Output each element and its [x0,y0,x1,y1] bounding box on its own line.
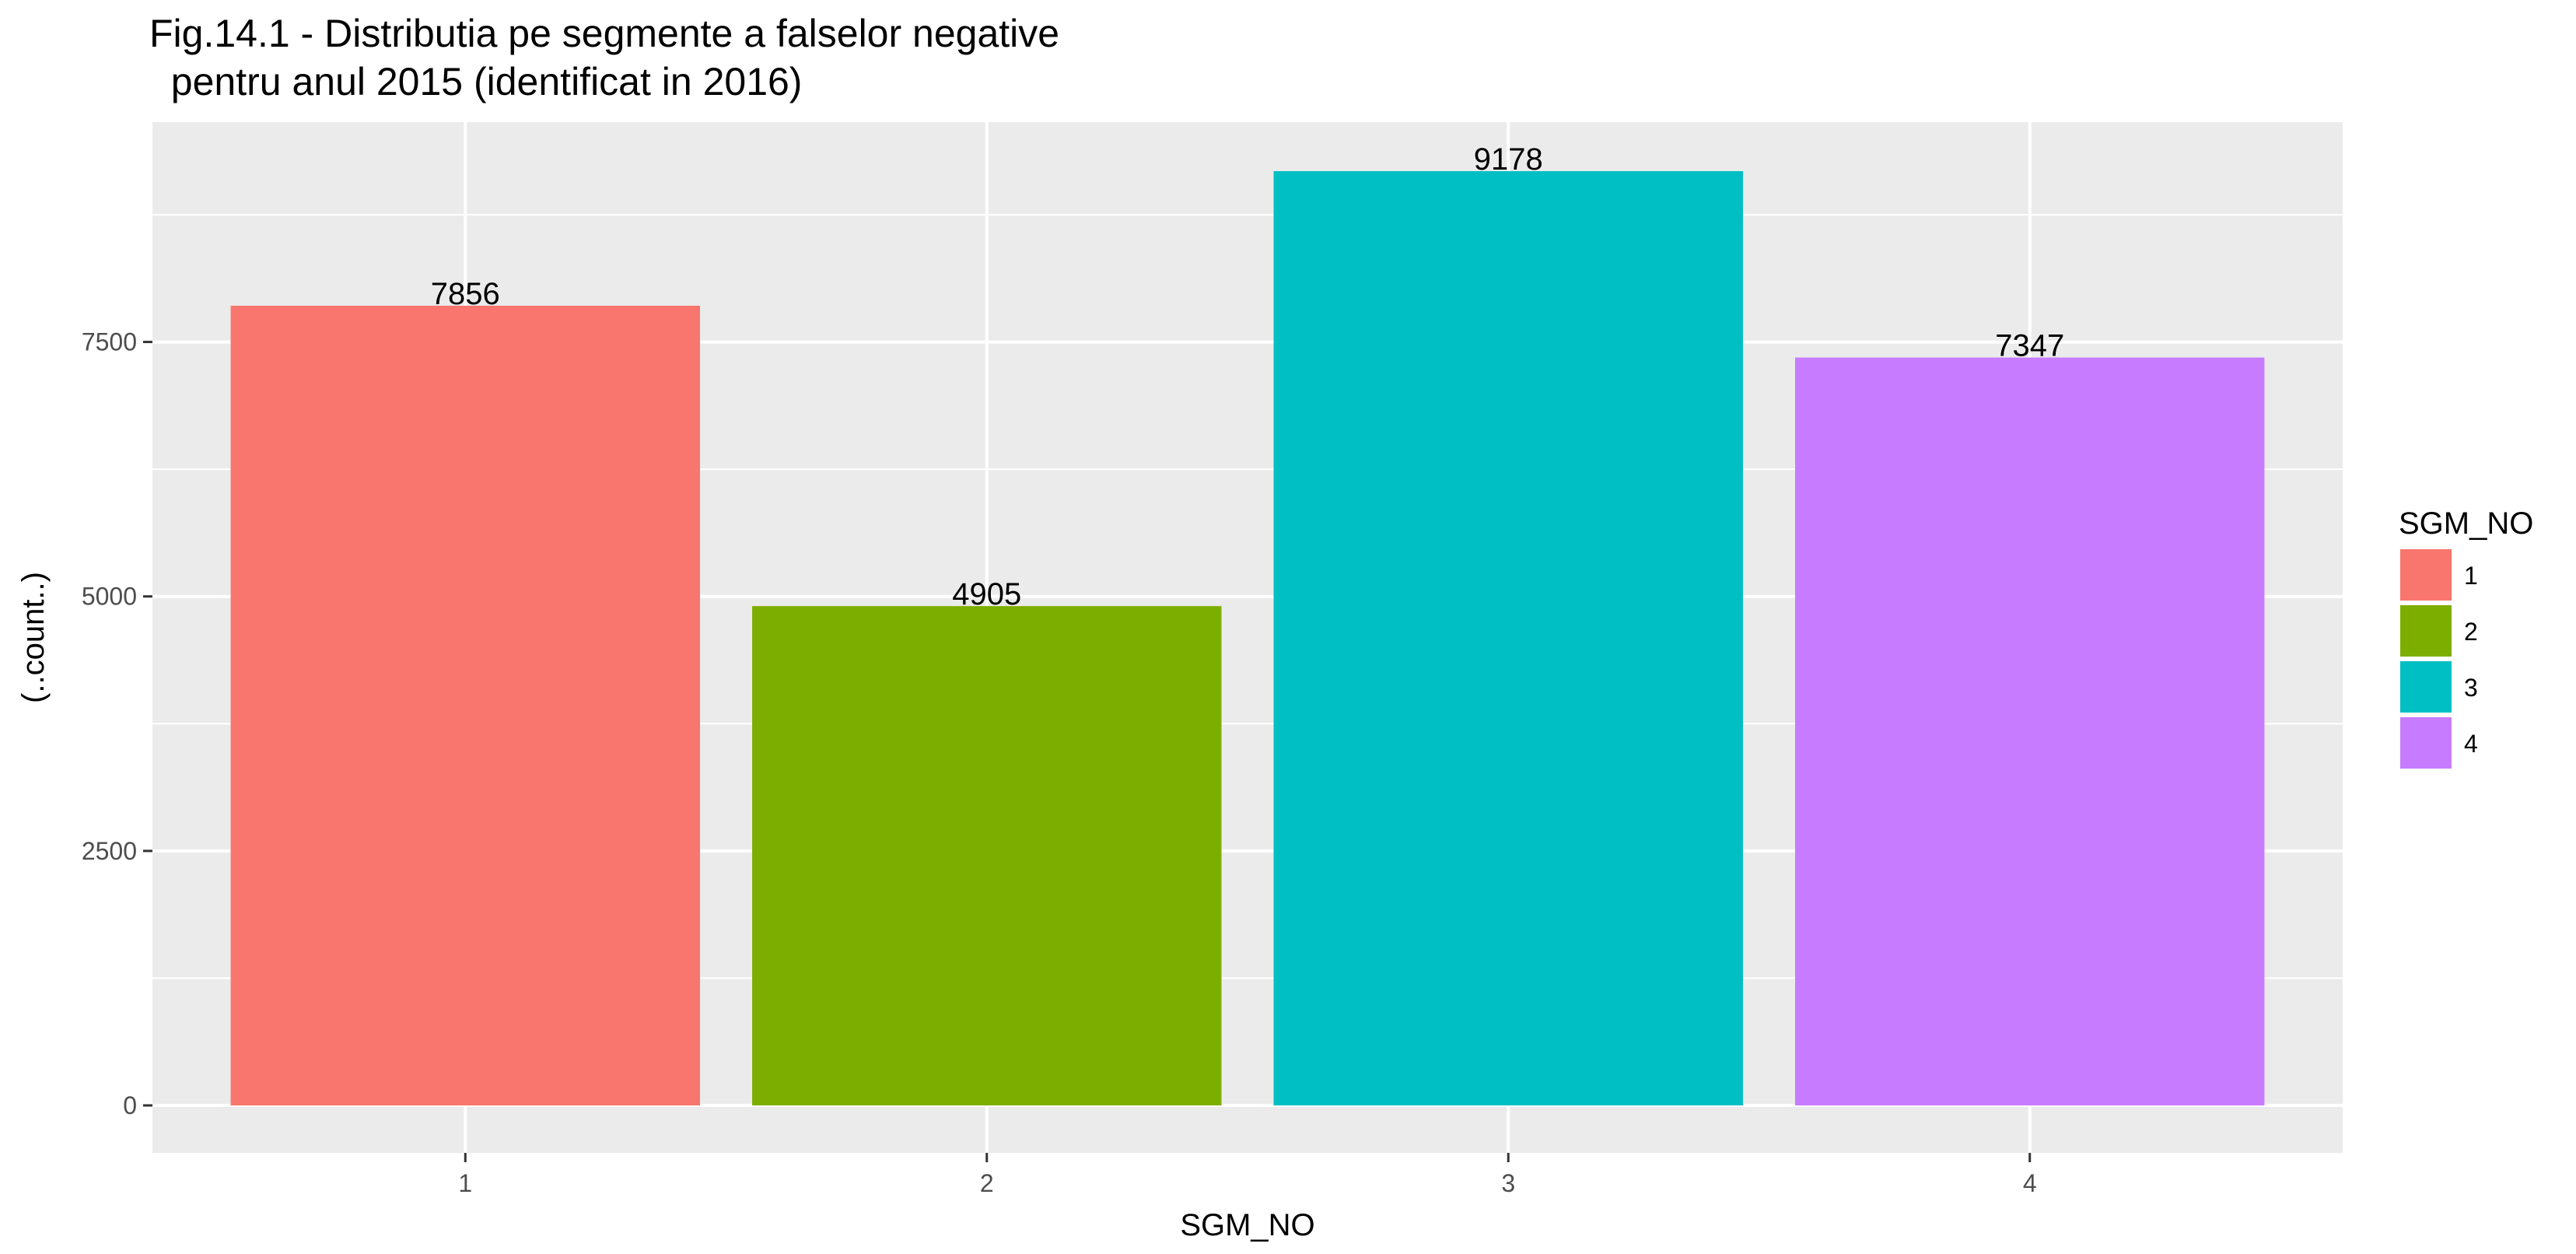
x-tick-label: 1 [458,1169,472,1197]
x-axis-title: SGM_NO [1180,1208,1314,1242]
legend-title: SGM_NO [2399,506,2533,541]
bar-1 [230,305,701,1105]
data-label-4: 7347 [1995,329,2064,363]
y-tick-label: 7500 [82,328,137,356]
x-tick-label: 2 [980,1169,994,1197]
x-tick-label: 4 [2023,1169,2037,1197]
y-axis-title: (..count..) [16,572,51,703]
legend-key-1 [2400,549,2452,601]
legend-key-4 [2400,717,2452,769]
bar-4 [1795,357,2265,1106]
data-label-2: 4905 [952,577,1021,611]
y-tick-label: 5000 [82,583,137,611]
bar-3 [1273,171,1743,1105]
bars [230,171,2265,1106]
chart-title-line-2: pentru anul 2015 (identificat in 2016) [149,60,802,103]
bar-2 [752,606,1222,1105]
legend-label-1: 1 [2464,562,2478,590]
y-axis: 0 2500 5000 7500 [82,328,152,1119]
data-label-3: 9178 [1474,142,1543,177]
data-label-1: 7856 [431,277,500,311]
legend-label-4: 4 [2464,730,2478,758]
legend-label-2: 2 [2464,618,2478,646]
x-tick-label: 3 [1501,1169,1515,1197]
legend-key-3 [2400,661,2452,713]
data-labels: 7856 4905 9178 7347 [431,142,2064,611]
legend-label-3: 3 [2464,674,2478,702]
legend: SGM_NO 1 2 3 4 [2399,506,2533,769]
y-tick-label: 0 [123,1091,137,1119]
y-tick-label: 2500 [82,837,137,865]
x-axis: 1 2 3 4 [458,1153,2037,1197]
chart-title-line-1: Fig.14.1 - Distributia pe segmente a fal… [149,12,1059,55]
legend-key-2 [2400,605,2452,657]
